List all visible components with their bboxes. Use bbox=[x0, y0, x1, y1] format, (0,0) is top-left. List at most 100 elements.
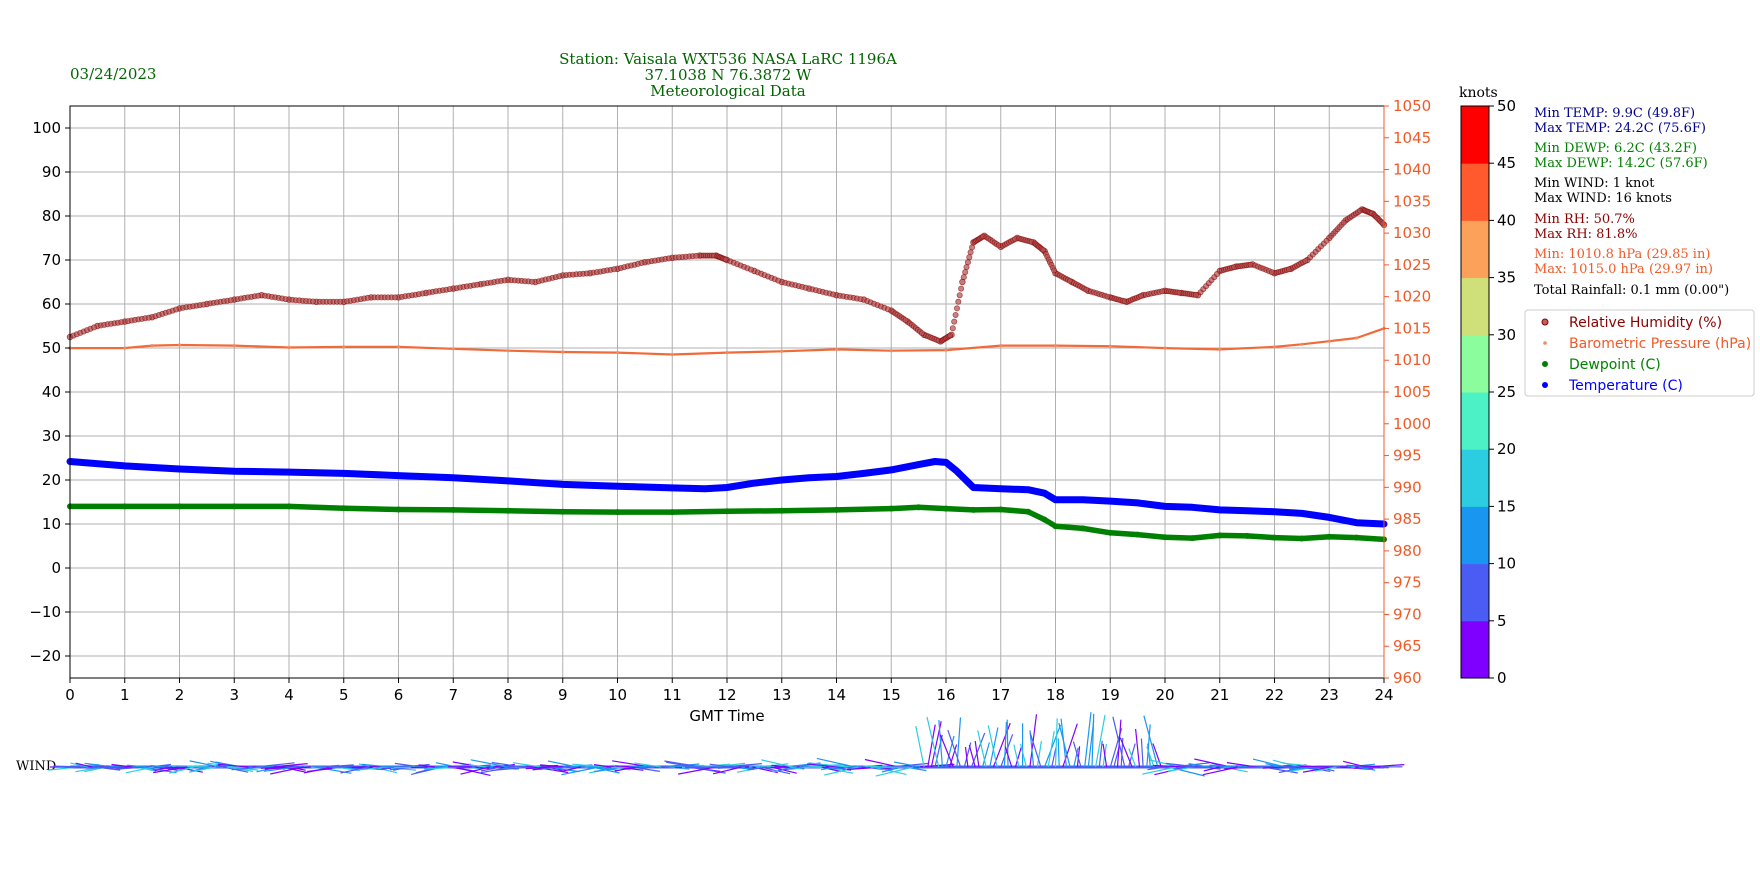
data-point bbox=[1054, 344, 1057, 347]
colorbar-segment bbox=[1461, 335, 1489, 393]
left-tick-label: 0 bbox=[51, 559, 61, 577]
data-point-fill bbox=[803, 285, 808, 290]
data-point-fill bbox=[228, 298, 233, 303]
left-tick-label: 20 bbox=[42, 471, 61, 489]
colorbar-tick-label: 45 bbox=[1497, 154, 1516, 172]
colorbar-segment bbox=[1461, 220, 1489, 278]
legend: Relative Humidity (%) Barometric Pressur… bbox=[1525, 310, 1754, 396]
data-point bbox=[1326, 514, 1332, 520]
wind-barb bbox=[1237, 767, 1260, 768]
colorbar-title: knots bbox=[1459, 85, 1498, 101]
x-tick-label: 15 bbox=[882, 686, 901, 704]
data-point bbox=[1354, 535, 1360, 541]
colorbar-tick-label: 15 bbox=[1497, 497, 1516, 515]
data-point bbox=[561, 350, 564, 353]
data-point-fill bbox=[967, 255, 972, 260]
colorbar-segment bbox=[1461, 621, 1489, 679]
colorbar-tick-label: 40 bbox=[1497, 211, 1516, 229]
data-point bbox=[1107, 498, 1113, 504]
data-point-fill bbox=[776, 278, 781, 283]
data-point-fill bbox=[502, 278, 507, 283]
x-tick-label: 7 bbox=[448, 686, 458, 704]
legend-marker-pressure bbox=[1543, 341, 1547, 345]
right-tick-label: 965 bbox=[1393, 637, 1422, 655]
right-tick-label: 1040 bbox=[1393, 161, 1431, 179]
wind-barb bbox=[1300, 766, 1330, 767]
max-pressure-stat: Max: 1015.0 hPa (29.97 in) bbox=[1534, 262, 1713, 277]
left-tick-label: 10 bbox=[42, 515, 61, 533]
colorbar-tick-label: 35 bbox=[1497, 269, 1516, 287]
wind-barb bbox=[611, 767, 628, 768]
x-tick-label: 0 bbox=[65, 686, 75, 704]
data-point-fill bbox=[1248, 262, 1253, 267]
data-point bbox=[231, 503, 237, 509]
wind-barb bbox=[988, 726, 997, 768]
data-point bbox=[890, 349, 893, 352]
data-point bbox=[1025, 509, 1031, 515]
data-point bbox=[505, 478, 511, 484]
data-point bbox=[954, 468, 960, 474]
data-point-fill bbox=[948, 333, 953, 338]
colorbar-tick-label: 50 bbox=[1497, 97, 1516, 115]
data-point bbox=[671, 353, 674, 356]
wind-barb bbox=[990, 728, 998, 768]
data-point bbox=[1080, 525, 1086, 531]
x-tick-label: 2 bbox=[175, 686, 185, 704]
x-tick-label: 24 bbox=[1374, 686, 1393, 704]
legend-label-temperature: Temperature (C) bbox=[1568, 378, 1683, 394]
right-tick-label: 970 bbox=[1393, 605, 1422, 623]
wind-barb bbox=[939, 720, 943, 767]
grid-lines bbox=[70, 106, 1384, 678]
colorbar-tick-label: 10 bbox=[1497, 555, 1516, 573]
data-point bbox=[233, 344, 236, 347]
data-point bbox=[1299, 510, 1305, 516]
data-point-fill bbox=[1214, 271, 1219, 276]
data-point bbox=[1244, 533, 1250, 539]
data-point-fill bbox=[174, 307, 179, 312]
colorbar-segment bbox=[1461, 506, 1489, 564]
data-point bbox=[560, 481, 566, 487]
data-point-fill bbox=[953, 312, 958, 317]
data-point-fill bbox=[956, 299, 961, 304]
data-point bbox=[396, 507, 402, 513]
data-point bbox=[780, 350, 783, 353]
data-point bbox=[888, 467, 894, 473]
data-point bbox=[506, 349, 509, 352]
data-point bbox=[1300, 343, 1303, 346]
wind-barb bbox=[1004, 722, 1006, 767]
data-point-fill bbox=[885, 307, 890, 312]
data-point bbox=[725, 351, 728, 354]
data-point-fill bbox=[393, 295, 398, 300]
wind-barb bbox=[1092, 714, 1094, 767]
legend-marker-temperature bbox=[1542, 382, 1548, 388]
right-tick-label: 1030 bbox=[1393, 224, 1431, 242]
max-rh-stat: Max RH: 81.8% bbox=[1534, 227, 1637, 242]
data-point bbox=[669, 485, 675, 491]
data-point bbox=[1163, 347, 1166, 350]
x-tick-label: 21 bbox=[1210, 686, 1229, 704]
data-point bbox=[1244, 508, 1250, 514]
data-point bbox=[943, 506, 949, 512]
legend-label-rh: Relative Humidity (%) bbox=[1569, 315, 1722, 331]
stats-panel: Min TEMP: 9.9C (49.8F) Max TEMP: 24.2C (… bbox=[1534, 106, 1729, 298]
data-point-fill bbox=[959, 286, 964, 291]
data-point bbox=[1162, 534, 1168, 540]
data-point bbox=[1080, 497, 1086, 503]
data-point bbox=[1355, 336, 1358, 339]
data-point bbox=[1042, 517, 1048, 523]
data-point-fill bbox=[957, 293, 962, 298]
data-point-fill bbox=[338, 299, 343, 304]
legend-marker-dewpoint bbox=[1542, 361, 1548, 367]
data-point bbox=[944, 349, 947, 352]
data-point-fill bbox=[420, 291, 425, 296]
data-point bbox=[1326, 534, 1332, 540]
data-point bbox=[395, 472, 401, 478]
wind-barb bbox=[411, 767, 428, 768]
data-point-fill bbox=[1105, 294, 1110, 299]
data-point bbox=[724, 508, 730, 514]
wind-barb bbox=[975, 741, 979, 767]
data-point bbox=[888, 506, 894, 512]
data-point bbox=[1041, 490, 1047, 496]
data-point bbox=[861, 470, 867, 476]
colorbar-tick-label: 30 bbox=[1497, 326, 1516, 344]
